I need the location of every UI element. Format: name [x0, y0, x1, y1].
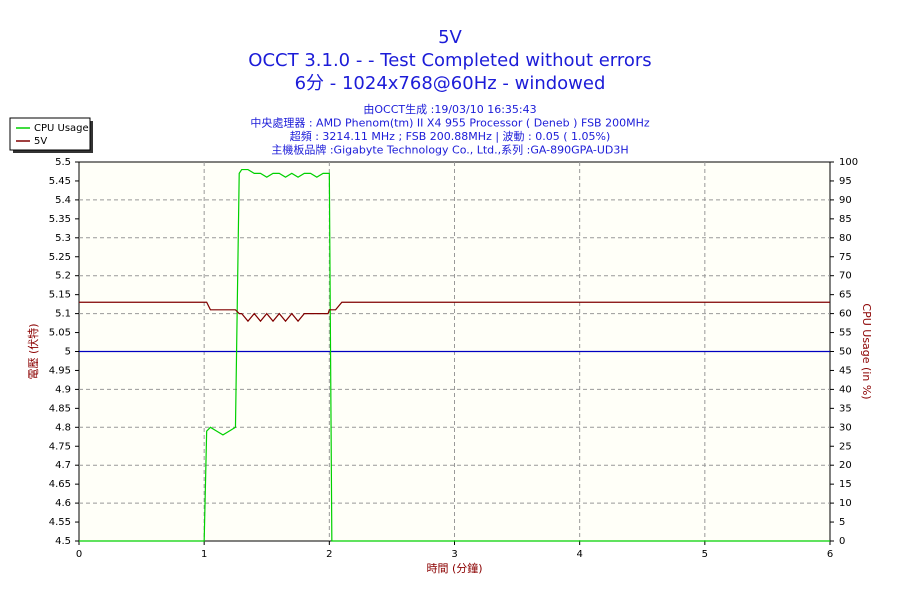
y2-tick-label: 65	[839, 290, 852, 301]
legend-box	[9, 117, 91, 151]
y-tick-label: 5.15	[49, 290, 71, 301]
y-tick-label: 4.55	[49, 517, 71, 528]
y2-tick-label: 5	[839, 517, 845, 528]
y2-tick-label: 95	[839, 176, 852, 187]
chart-title: 6分 - 1024x768@60Hz - windowed	[295, 73, 606, 94]
y2-tick-label: 45	[839, 365, 852, 376]
y-tick-label: 4.5	[55, 536, 71, 547]
x-tick-label: 5	[702, 549, 708, 560]
y-axis-label: 電壓 (伏特)	[26, 323, 40, 379]
y-tick-label: 5.1	[55, 309, 71, 320]
y-tick-label: 4.65	[49, 479, 71, 490]
x-tick-label: 6	[827, 549, 833, 560]
chart-title: 5V	[438, 27, 462, 48]
y-tick-label: 4.8	[55, 422, 71, 433]
y-tick-label: 4.95	[49, 365, 71, 376]
legend: CPU Usage 5V	[9, 117, 93, 153]
y2-tick-label: 55	[839, 328, 852, 339]
y-tick-label: 5.5	[55, 157, 71, 168]
y-tick-label: 4.6	[55, 498, 71, 509]
y2-tick-label: 100	[839, 157, 858, 168]
y2-tick-label: 90	[839, 195, 852, 206]
legend-label: CPU Usage	[34, 123, 89, 134]
y-tick-label: 4.85	[49, 403, 71, 414]
y2-tick-label: 25	[839, 441, 852, 452]
y2-tick-label: 70	[839, 271, 852, 282]
y-tick-label: 5.3	[55, 233, 71, 244]
y2-tick-label: 0	[839, 536, 845, 547]
y2-tick-label: 40	[839, 384, 852, 395]
y-tick-label: 5.05	[49, 328, 71, 339]
y2-tick-label: 15	[839, 479, 852, 490]
y2-tick-label: 80	[839, 233, 852, 244]
data-line	[79, 301, 830, 323]
chart-subtitle: 由OCCT生成 :19/03/10 16:35:43	[363, 102, 536, 116]
y2-tick-label: 50	[839, 347, 852, 358]
y2-tick-label: 35	[839, 403, 852, 414]
chart-subtitle: 主機板品牌 :Gigabyte Technology Co., Ltd.,系列 …	[271, 143, 628, 157]
x-axis-label: 時間 (分鐘)	[426, 561, 482, 575]
x-tick-label: 3	[451, 549, 457, 560]
y-tick-label: 5.25	[49, 252, 71, 263]
legend-label: 5V	[34, 136, 47, 147]
y2-tick-label: 85	[839, 214, 852, 225]
chart-subtitle: 超頻 : 3214.11 MHz ; FSB 200.88MHz | 波動 : …	[290, 129, 611, 143]
x-tick-label: 4	[576, 549, 582, 560]
y2-tick-label: 60	[839, 309, 852, 320]
x-tick-label: 0	[76, 549, 82, 560]
y-tick-label: 5.45	[49, 176, 71, 187]
y2-tick-label: 10	[839, 498, 852, 509]
data-line	[79, 168, 830, 542]
y2-tick-label: 75	[839, 252, 852, 263]
y-tick-label: 4.9	[55, 384, 71, 395]
x-tick-label: 2	[326, 549, 332, 560]
y-tick-label: 5.2	[55, 271, 71, 282]
y-tick-label: 4.7	[55, 460, 71, 471]
y-tick-label: 5.35	[49, 214, 71, 225]
y2-tick-label: 20	[839, 460, 852, 471]
chart-subtitle: 中央處理器 : AMD Phenom(tm) II X4 955 Process…	[250, 116, 650, 130]
x-tick-label: 1	[201, 549, 207, 560]
y2-axis-label: CPU Usage (in %)	[860, 303, 873, 399]
y-tick-label: 5.4	[55, 195, 71, 206]
y2-tick-label: 30	[839, 422, 852, 433]
chart-title: OCCT 3.1.0 - - Test Completed without er…	[248, 50, 651, 71]
y-tick-label: 4.75	[49, 441, 71, 452]
y-tick-label: 5	[65, 347, 71, 358]
